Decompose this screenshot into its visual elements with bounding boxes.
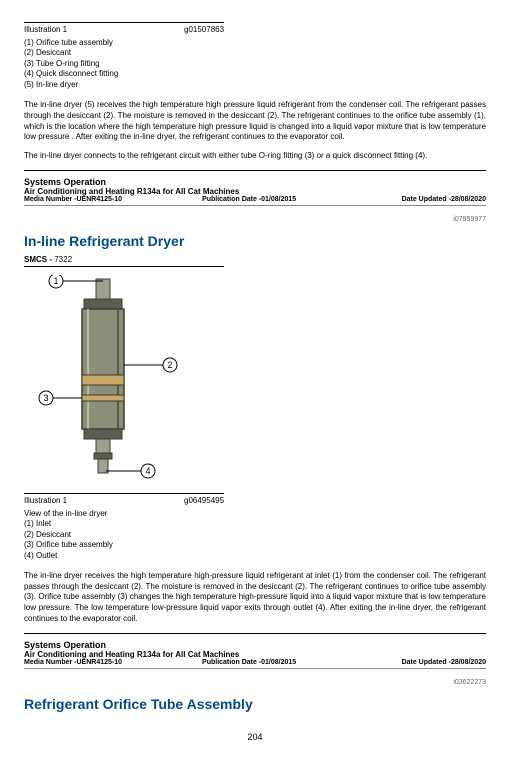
illustration-code: g01507863 bbox=[184, 25, 224, 34]
part-item: (2) Desiccant bbox=[24, 48, 486, 58]
rule bbox=[24, 493, 224, 494]
meta-row: Media Number -UENR4125-10 Publication Da… bbox=[24, 196, 486, 203]
callout-4: 4 bbox=[145, 466, 150, 476]
rule bbox=[24, 170, 486, 171]
smcs-line: SMCS - 7322 bbox=[24, 255, 486, 264]
part-item: (4) Quick disconnect fitting bbox=[24, 69, 486, 79]
meta-row: Media Number -UENR4125-10 Publication Da… bbox=[24, 659, 486, 666]
illustration-meta: Illustration 1 g06495495 bbox=[24, 496, 486, 505]
smcs-code: 7322 bbox=[54, 255, 72, 264]
document-id: i07959977 bbox=[24, 216, 486, 223]
callout-1: 1 bbox=[53, 276, 58, 286]
body-paragraph: The in-line dryer (5) receives the high … bbox=[24, 100, 486, 143]
body-paragraph: The in-line dryer receives the high temp… bbox=[24, 571, 486, 625]
section-heading: Systems Operation bbox=[24, 640, 486, 650]
publication-date: Publication Date -01/08/2015 bbox=[122, 659, 402, 666]
rule bbox=[24, 22, 224, 23]
page-number: 204 bbox=[24, 732, 486, 742]
rule bbox=[24, 633, 486, 634]
view-label: View of the in-line dryer bbox=[24, 509, 486, 519]
illustration-label: Illustration 1 bbox=[24, 25, 184, 34]
date-updated: Date Updated -28/08/2020 bbox=[402, 196, 486, 203]
section-heading: Systems Operation bbox=[24, 177, 486, 187]
inline-dryer-figure: 1 2 3 4 bbox=[24, 275, 486, 485]
date-updated: Date Updated -28/08/2020 bbox=[402, 659, 486, 666]
part-item: (2) Desiccant bbox=[24, 530, 486, 540]
section-subheading: Air Conditioning and Heating R134a for A… bbox=[24, 187, 486, 196]
illustration-label: Illustration 1 bbox=[24, 496, 184, 505]
rule bbox=[24, 266, 224, 267]
illustration-meta: Illustration 1 g01507863 bbox=[24, 25, 486, 34]
parts-list: (1) Orifice tube assembly (2) Desiccant … bbox=[24, 38, 486, 90]
part-item: (4) Outlet bbox=[24, 551, 486, 561]
section-title: Refrigerant Orifice Tube Assembly bbox=[24, 696, 486, 712]
part-item: (3) Tube O-ring fitting bbox=[24, 59, 486, 69]
smcs-label: SMCS - bbox=[24, 255, 54, 264]
rule bbox=[24, 668, 486, 669]
callout-3: 3 bbox=[43, 393, 48, 403]
rule bbox=[24, 205, 486, 206]
part-item: (3) Orifice tube assembly bbox=[24, 540, 486, 550]
callout-2: 2 bbox=[167, 360, 172, 370]
part-item: (5) In-line dryer bbox=[24, 80, 486, 90]
media-number: Media Number -UENR4125-10 bbox=[24, 659, 122, 666]
body-paragraph: The in-line dryer connects to the refrig… bbox=[24, 151, 486, 162]
document-id: i03622273 bbox=[24, 679, 486, 686]
illustration-code: g06495495 bbox=[184, 496, 224, 505]
part-item: (1) Orifice tube assembly bbox=[24, 38, 486, 48]
media-number: Media Number -UENR4125-10 bbox=[24, 196, 122, 203]
section-title: In-line Refrigerant Dryer bbox=[24, 233, 486, 249]
section-subheading: Air Conditioning and Heating R134a for A… bbox=[24, 650, 486, 659]
part-item: (1) Inlet bbox=[24, 519, 486, 529]
parts-list: View of the in-line dryer (1) Inlet (2) … bbox=[24, 509, 486, 561]
publication-date: Publication Date -01/08/2015 bbox=[122, 196, 402, 203]
